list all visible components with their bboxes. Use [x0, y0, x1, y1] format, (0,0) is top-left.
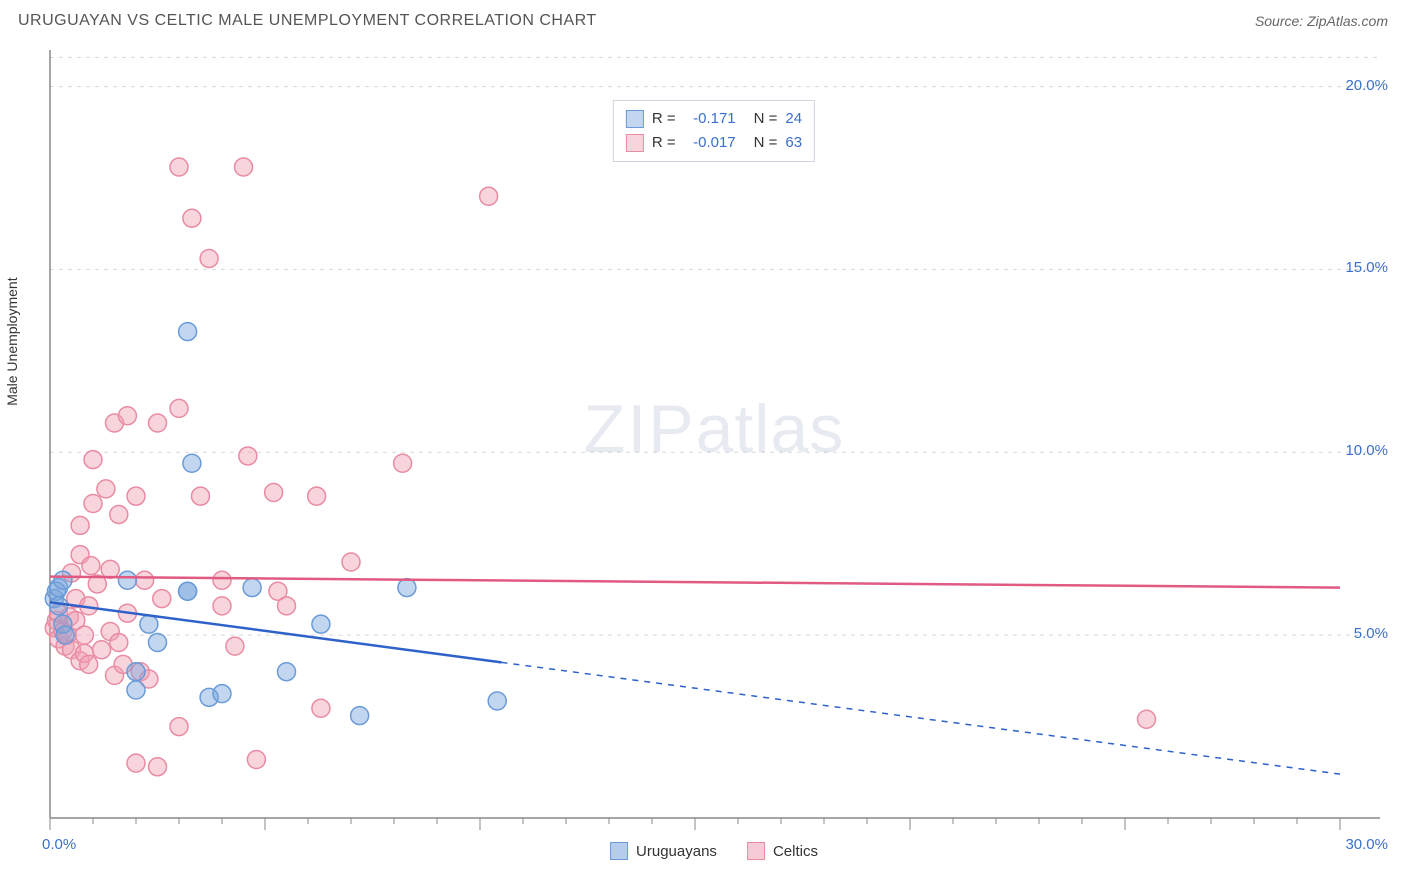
- legend-swatch-icon: [626, 110, 644, 128]
- data-point: [101, 560, 119, 578]
- y-axis-label: Male Unemployment: [4, 277, 20, 405]
- legend-swatch-icon: [610, 842, 628, 860]
- data-point: [136, 571, 154, 589]
- legend-item: Celtics: [747, 842, 818, 860]
- data-point: [312, 615, 330, 633]
- data-point: [235, 158, 253, 176]
- data-point: [110, 633, 128, 651]
- data-point: [308, 487, 326, 505]
- legend-top: R = -0.171 N = 24 R = -0.017 N = 63: [613, 100, 815, 162]
- data-point: [149, 414, 167, 432]
- legend-r-label: R =: [652, 107, 676, 131]
- y-tick-label: 20.0%: [1345, 77, 1388, 94]
- data-point: [118, 407, 136, 425]
- y-tick-label: 15.0%: [1345, 259, 1388, 276]
- data-point: [140, 615, 158, 633]
- x-tick-label: 0.0%: [42, 836, 76, 853]
- legend-swatch-icon: [747, 842, 765, 860]
- trend-line-extrapolated: [502, 662, 1341, 774]
- legend-item-label: Celtics: [773, 843, 818, 860]
- data-point: [153, 590, 171, 608]
- data-point: [1138, 710, 1156, 728]
- data-point: [488, 692, 506, 710]
- data-point: [170, 158, 188, 176]
- legend-n-label: N =: [754, 107, 778, 131]
- data-point: [93, 641, 111, 659]
- data-point: [97, 480, 115, 498]
- data-point: [351, 707, 369, 725]
- data-point: [149, 758, 167, 776]
- y-tick-label: 5.0%: [1354, 625, 1388, 642]
- data-point: [127, 487, 145, 505]
- legend-r-label: R =: [652, 131, 676, 155]
- data-point: [84, 451, 102, 469]
- data-point: [183, 209, 201, 227]
- data-point: [247, 750, 265, 768]
- data-point: [200, 249, 218, 267]
- data-point: [480, 187, 498, 205]
- data-point: [110, 505, 128, 523]
- data-point: [265, 484, 283, 502]
- data-point: [243, 579, 261, 597]
- legend-stat-row: R = -0.017 N = 63: [626, 131, 802, 155]
- data-point: [127, 663, 145, 681]
- data-point: [170, 399, 188, 417]
- legend-n-value: 63: [785, 131, 802, 155]
- data-point: [149, 633, 167, 651]
- data-point: [183, 454, 201, 472]
- data-point: [71, 516, 89, 534]
- legend-swatch-icon: [626, 134, 644, 152]
- data-point: [312, 699, 330, 717]
- data-point: [213, 571, 231, 589]
- source-credit: Source: ZipAtlas.com: [1255, 13, 1388, 29]
- data-point: [127, 754, 145, 772]
- legend-item: Uruguayans: [610, 842, 717, 860]
- data-point: [84, 494, 102, 512]
- data-point: [54, 571, 72, 589]
- data-point: [192, 487, 210, 505]
- legend-r-value: -0.017: [684, 131, 736, 155]
- chart-container: Male Unemployment ZIPatlas R =-0.171N =2…: [40, 50, 1388, 874]
- chart-title: URUGUAYAN VS CELTIC MALE UNEMPLOYMENT CO…: [18, 12, 597, 30]
- legend-r-value: -0.171: [684, 107, 736, 131]
- data-point: [278, 597, 296, 615]
- legend-n-value: 24: [785, 107, 802, 131]
- data-point: [239, 447, 257, 465]
- data-point: [127, 681, 145, 699]
- data-point: [278, 663, 296, 681]
- data-point: [179, 582, 197, 600]
- data-point: [82, 557, 100, 575]
- data-point: [394, 454, 412, 472]
- data-point: [226, 637, 244, 655]
- data-point: [398, 579, 416, 597]
- data-point: [213, 685, 231, 703]
- scatter-chart: [40, 50, 1388, 870]
- data-point: [75, 626, 93, 644]
- y-tick-label: 10.0%: [1345, 442, 1388, 459]
- data-point: [56, 626, 74, 644]
- data-point: [342, 553, 360, 571]
- data-point: [170, 718, 188, 736]
- legend-bottom: Uruguayans Celtics: [610, 842, 818, 860]
- data-point: [80, 655, 98, 673]
- x-tick-label: 30.0%: [1345, 836, 1388, 853]
- data-point: [50, 597, 68, 615]
- data-point: [213, 597, 231, 615]
- legend-stat-row: R = -0.171 N = 24: [626, 107, 802, 131]
- legend-n-label: N =: [754, 131, 778, 155]
- data-point: [179, 323, 197, 341]
- data-point: [118, 571, 136, 589]
- legend-item-label: Uruguayans: [636, 843, 717, 860]
